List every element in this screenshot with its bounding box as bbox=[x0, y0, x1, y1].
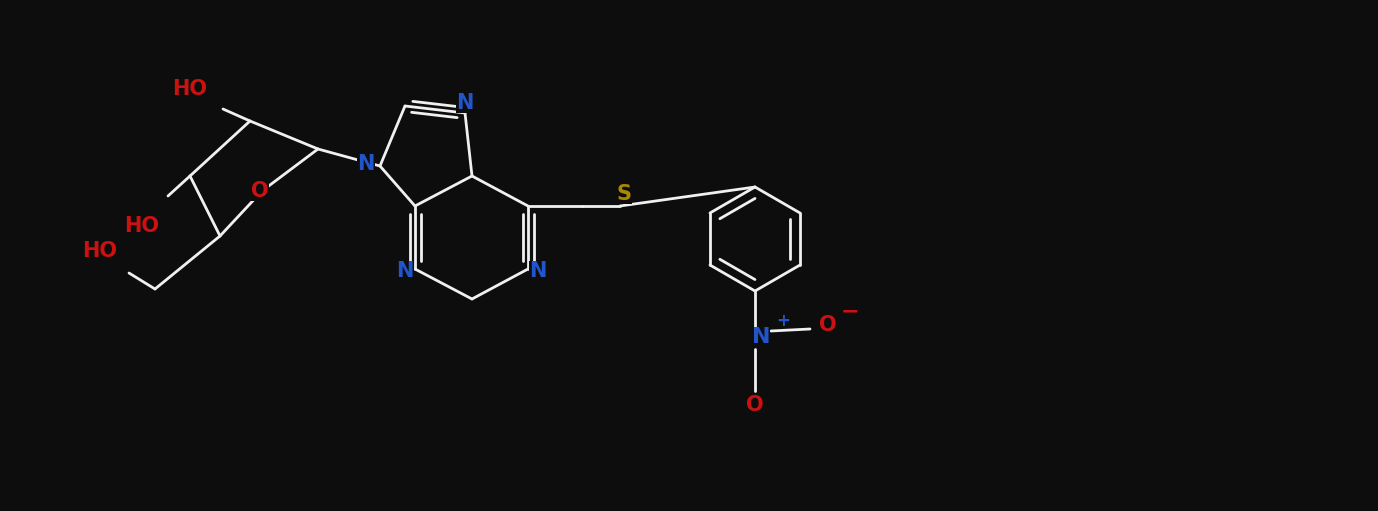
Text: HO: HO bbox=[172, 79, 208, 99]
Text: N: N bbox=[397, 261, 413, 281]
Text: −: − bbox=[841, 301, 860, 321]
Text: N: N bbox=[357, 154, 375, 174]
Text: S: S bbox=[616, 184, 631, 204]
Text: +: + bbox=[776, 312, 790, 330]
Text: N: N bbox=[456, 93, 474, 113]
Text: HO: HO bbox=[124, 216, 160, 236]
Text: N: N bbox=[529, 261, 547, 281]
Text: O: O bbox=[819, 315, 836, 335]
Text: HO: HO bbox=[83, 241, 117, 261]
Text: O: O bbox=[747, 395, 763, 415]
Text: O: O bbox=[251, 181, 269, 201]
Text: N: N bbox=[752, 327, 770, 347]
